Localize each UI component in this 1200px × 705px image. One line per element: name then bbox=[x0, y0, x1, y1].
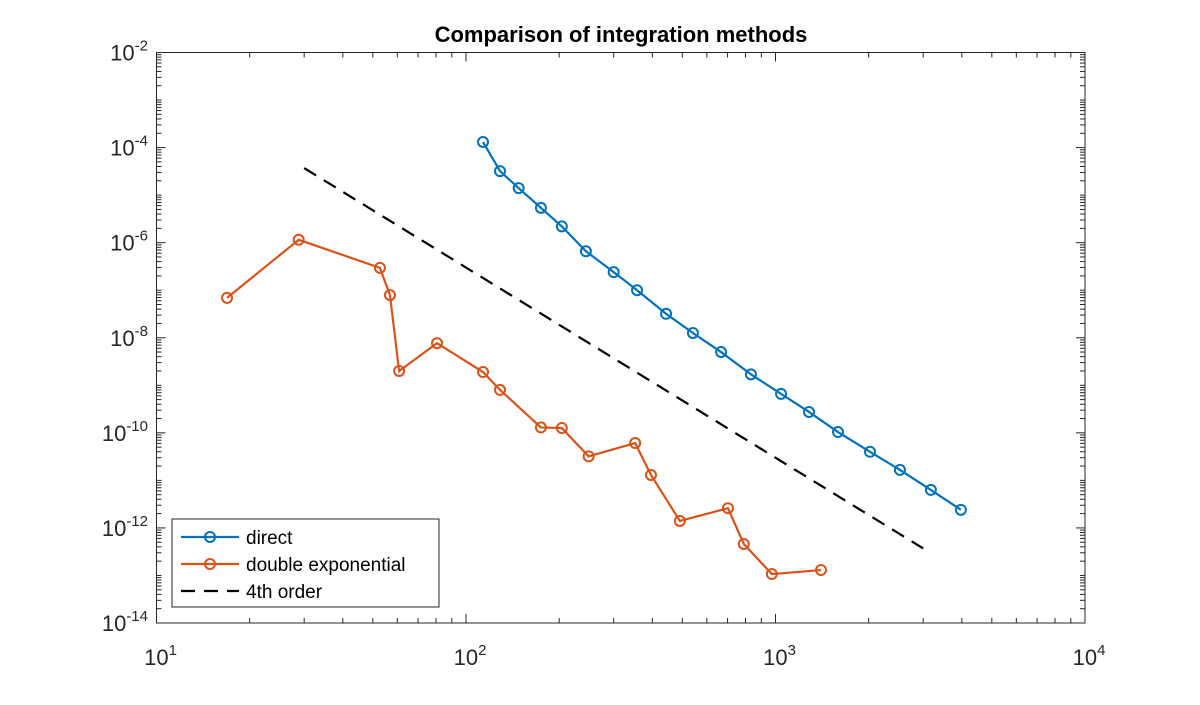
data-point bbox=[221, 291, 234, 304]
legend-marker-1 bbox=[204, 558, 216, 570]
y-tick-label: 10-12 bbox=[102, 513, 148, 541]
data-point bbox=[631, 284, 644, 297]
chart-title: Comparison of integration methods bbox=[435, 22, 808, 47]
data-point bbox=[765, 568, 778, 581]
x-tick-label: 101 bbox=[144, 642, 177, 670]
data-point bbox=[431, 337, 444, 350]
data-point bbox=[924, 483, 937, 496]
data-point bbox=[579, 245, 592, 258]
data-point bbox=[832, 426, 845, 439]
y-tick-label: 10-4 bbox=[110, 133, 148, 161]
data-point bbox=[494, 165, 507, 178]
data-point bbox=[802, 405, 815, 418]
data-point bbox=[686, 326, 699, 339]
data-point bbox=[737, 537, 750, 550]
data-point bbox=[607, 266, 620, 279]
legend: direct double exponential 4th order bbox=[171, 518, 440, 608]
data-point bbox=[373, 261, 386, 274]
data-point bbox=[815, 564, 828, 577]
data-point bbox=[715, 346, 728, 359]
data-point bbox=[292, 233, 305, 246]
data-point bbox=[512, 182, 525, 195]
data-point bbox=[864, 445, 877, 458]
series-line-2 bbox=[303, 167, 924, 550]
data-point bbox=[477, 136, 490, 149]
data-point bbox=[393, 364, 406, 377]
axis-ticks bbox=[156, 52, 1085, 623]
series-line-0 bbox=[482, 141, 962, 511]
y-tick-label: 10-6 bbox=[110, 228, 148, 256]
data-point bbox=[744, 368, 757, 381]
data-point bbox=[555, 220, 568, 233]
data-point bbox=[721, 502, 734, 515]
data-point bbox=[555, 422, 568, 435]
data-point bbox=[644, 468, 657, 481]
data-point bbox=[534, 421, 547, 434]
legend-label: direct bbox=[246, 528, 293, 549]
data-point bbox=[660, 307, 673, 320]
y-tick-label: 10-10 bbox=[102, 418, 148, 446]
data-point bbox=[534, 201, 547, 214]
y-tick-label: 10-8 bbox=[110, 323, 148, 351]
y-tick-label: 10-2 bbox=[110, 38, 148, 66]
data-point bbox=[629, 437, 642, 450]
data-point bbox=[383, 289, 396, 302]
data-point bbox=[494, 383, 507, 396]
legend-marker-0 bbox=[204, 531, 216, 543]
legend-label: 4th order bbox=[246, 582, 323, 603]
x-tick-label: 102 bbox=[454, 642, 487, 670]
data-point bbox=[582, 450, 595, 463]
tick-labels: 101 102 103 104 10-2 10-4 10-6 10-8 10-10 10-12 10… bbox=[102, 38, 1106, 671]
y-tick-label: 10-14 bbox=[102, 608, 148, 636]
x-tick-label: 104 bbox=[1073, 642, 1106, 670]
data-point bbox=[893, 463, 906, 476]
data-point bbox=[673, 514, 686, 527]
legend-label: double exponential bbox=[246, 555, 406, 576]
x-tick-label: 103 bbox=[763, 642, 796, 670]
data-point bbox=[775, 387, 788, 400]
data-point bbox=[954, 503, 967, 516]
series-group bbox=[221, 136, 967, 581]
data-point bbox=[477, 366, 490, 379]
